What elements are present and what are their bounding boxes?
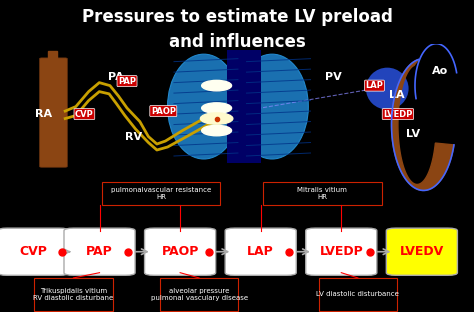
FancyBboxPatch shape bbox=[227, 50, 262, 163]
Text: LVEDV: LVEDV bbox=[400, 245, 444, 258]
Text: PAOP: PAOP bbox=[162, 245, 199, 258]
Polygon shape bbox=[392, 60, 454, 190]
Text: Trikuspidalis vitium
RV diastolic disturbane: Trikuspidalis vitium RV diastolic distur… bbox=[33, 288, 114, 301]
Text: CVP: CVP bbox=[19, 245, 47, 258]
FancyBboxPatch shape bbox=[225, 228, 296, 275]
Text: pulmonalvascular resistance
HR: pulmonalvascular resistance HR bbox=[111, 187, 211, 200]
Text: PAOP: PAOP bbox=[151, 107, 176, 115]
Ellipse shape bbox=[168, 54, 240, 159]
Polygon shape bbox=[48, 51, 57, 59]
Circle shape bbox=[201, 113, 233, 124]
Ellipse shape bbox=[236, 54, 309, 159]
Text: LVEDP: LVEDP bbox=[319, 245, 363, 258]
Text: RV: RV bbox=[125, 132, 142, 142]
FancyBboxPatch shape bbox=[0, 228, 69, 275]
FancyBboxPatch shape bbox=[386, 228, 457, 275]
Text: PA: PA bbox=[108, 72, 124, 82]
Text: LV: LV bbox=[406, 129, 420, 139]
FancyBboxPatch shape bbox=[306, 228, 377, 275]
Circle shape bbox=[201, 103, 231, 113]
Text: LV diastolic disturbance: LV diastolic disturbance bbox=[317, 291, 399, 297]
Text: PAP: PAP bbox=[86, 245, 113, 258]
Text: LAP: LAP bbox=[247, 245, 274, 258]
Circle shape bbox=[201, 125, 231, 136]
Text: LAP: LAP bbox=[365, 81, 383, 90]
Circle shape bbox=[201, 80, 231, 91]
Ellipse shape bbox=[366, 68, 409, 110]
FancyBboxPatch shape bbox=[39, 58, 67, 167]
Text: LVEDP: LVEDP bbox=[383, 110, 412, 119]
Text: PV: PV bbox=[325, 72, 342, 82]
Text: Mitralis vitium
HR: Mitralis vitium HR bbox=[297, 187, 347, 200]
Text: RA: RA bbox=[35, 109, 52, 119]
Text: Pressures to estimate LV preload: Pressures to estimate LV preload bbox=[82, 8, 392, 26]
FancyBboxPatch shape bbox=[64, 228, 135, 275]
Text: CVP: CVP bbox=[75, 110, 94, 119]
Text: and influences: and influences bbox=[169, 33, 305, 51]
Text: PAP: PAP bbox=[118, 77, 136, 85]
Text: Ao: Ao bbox=[432, 66, 448, 76]
Text: LA: LA bbox=[389, 90, 405, 100]
FancyBboxPatch shape bbox=[145, 228, 216, 275]
Text: alveolar pressure
pulmonal vasculary disease: alveolar pressure pulmonal vasculary dis… bbox=[151, 288, 247, 301]
